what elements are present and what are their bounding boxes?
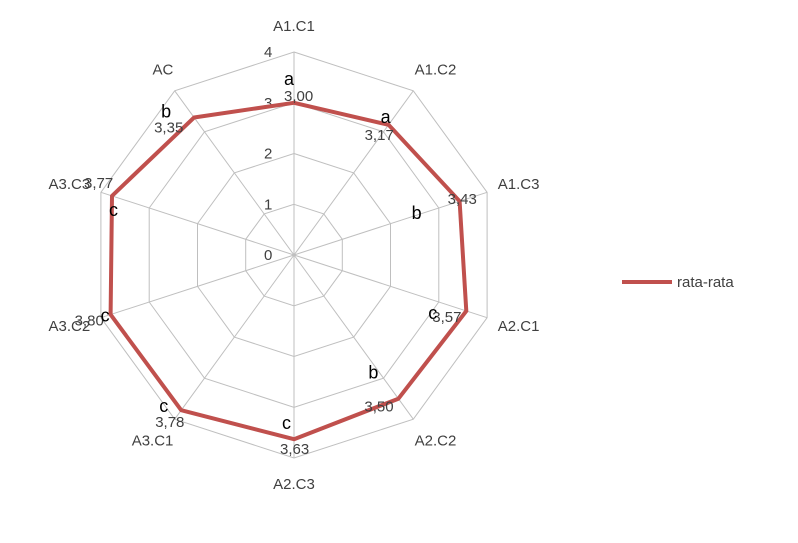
- legend: rata-rata: [622, 274, 734, 291]
- axis-label-A3.C1: A3.C1: [132, 432, 174, 449]
- significance-letter-A1.C3: b: [412, 203, 422, 223]
- series-line-rata-rata: [108, 100, 469, 442]
- spoke-A3.C1: [174, 254, 295, 420]
- axis-label-A3.C2: A3.C2: [48, 318, 90, 335]
- legend-entry-rata-rata: rata-rata: [677, 274, 734, 291]
- significance-letter-A3.C1: c: [159, 396, 168, 416]
- data-label-A1.C2: 3,17: [365, 127, 394, 144]
- tick-label-1: 1: [264, 196, 272, 213]
- spoke-A1.C3: [293, 191, 488, 256]
- tick-label-4: 4: [264, 44, 272, 61]
- data-labels: 3,00 3,17 3,43 3,57 3,50 3,63 3,78 3,80 3,77 3,35: [75, 88, 477, 458]
- significance-letter-A1.C2: a: [381, 107, 392, 127]
- axis-label-AC: AC: [153, 62, 174, 79]
- spoke-A3.C2: [100, 254, 295, 319]
- tick-label-0: 0: [264, 247, 272, 264]
- significance-letter-AC: b: [161, 102, 171, 122]
- significance-letter-A2.C1: c: [428, 303, 437, 323]
- data-label-AC: 3,35: [154, 120, 183, 137]
- significance-letters: a a b c b c c c c b: [101, 69, 438, 433]
- significance-letter-A3.C2: c: [101, 306, 110, 326]
- spoke-AC: [174, 90, 295, 256]
- data-label-A2.C1: 3,57: [432, 309, 461, 326]
- spoke-A2.C1: [293, 254, 488, 319]
- axis-label-A1.C1: A1.C1: [273, 18, 315, 35]
- data-label-A3.C1: 3,78: [155, 414, 184, 431]
- data-label-A3.C3: 3,77: [84, 175, 113, 192]
- axis-label-A2.C3: A2.C3: [273, 476, 315, 493]
- significance-letter-A2.C3: c: [282, 413, 291, 433]
- category-axis-labels: A1.C1 A1.C2 A1.C3 A2.C1 A2.C2 A2.C3 A3.C1 A3.C2…: [48, 18, 539, 493]
- significance-letter-A3.C3: c: [109, 200, 118, 220]
- spoke-A2.C2: [293, 254, 414, 420]
- radial-tick-labels: 0 1 2 3 4: [264, 44, 272, 264]
- data-label-A1.C1: 3,00: [284, 88, 313, 105]
- axis-label-A2.C1: A2.C1: [498, 318, 540, 335]
- axis-label-A1.C3: A1.C3: [498, 176, 540, 193]
- spoke-A1.C2: [293, 90, 414, 256]
- tick-label-3: 3: [264, 95, 272, 112]
- data-label-A2.C2: 3,50: [364, 399, 393, 416]
- spoke-A3.C3: [100, 191, 295, 256]
- series-layer: [108, 100, 469, 442]
- data-label-A1.C3: 3,43: [448, 191, 477, 208]
- data-label-A3.C2: 3,80: [75, 313, 104, 330]
- significance-letter-A2.C2: b: [368, 363, 378, 383]
- axis-label-A2.C2: A2.C2: [415, 432, 457, 449]
- tick-label-2: 2: [264, 146, 272, 163]
- data-label-A2.C3: 3,63: [280, 441, 309, 458]
- axis-label-A3.C3: A3.C3: [48, 176, 90, 193]
- significance-letter-A1.C1: a: [284, 69, 295, 89]
- axis-label-A1.C2: A1.C2: [415, 62, 457, 79]
